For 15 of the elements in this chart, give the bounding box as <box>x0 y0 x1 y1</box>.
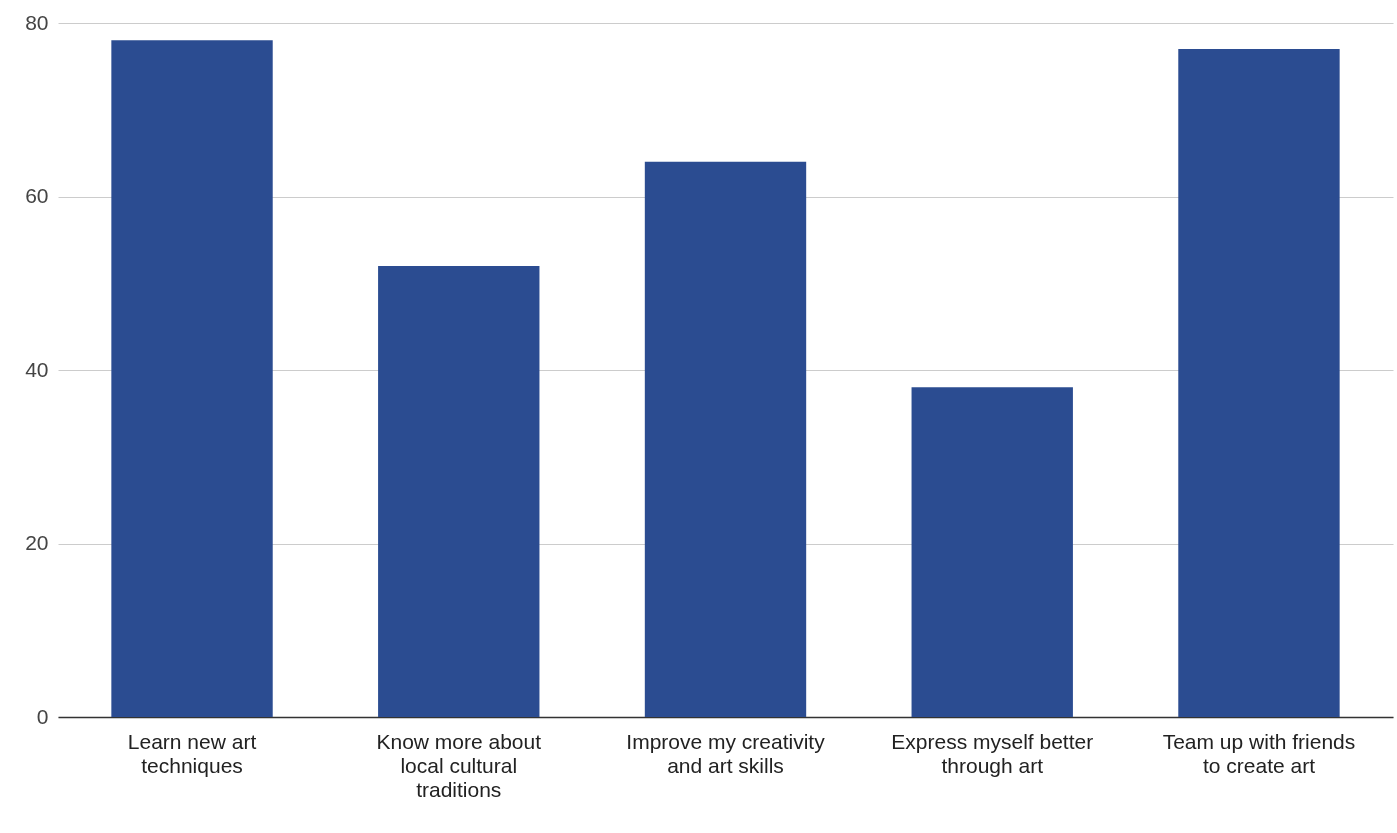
bar <box>378 265 540 717</box>
bar <box>911 387 1073 717</box>
y-tick-label: 0 <box>36 704 49 728</box>
x-tick-label: Learn new art techniques <box>127 729 257 777</box>
x-tick-label: Improve my creativity and art skills <box>626 729 826 777</box>
bar <box>644 161 807 717</box>
bar <box>1178 49 1340 717</box>
x-tick-label: Team up with friends to create art <box>1162 729 1356 777</box>
y-tick-label: 80 <box>25 10 49 34</box>
x-tick-label: Know more about local cultural traditions <box>376 729 542 801</box>
y-tick-label: 40 <box>25 357 49 381</box>
y-tick-label: 20 <box>25 531 49 554</box>
bar <box>111 40 273 717</box>
y-tick-label: 60 <box>25 184 49 207</box>
x-tick-label: Express myself better through art <box>891 729 1094 777</box>
